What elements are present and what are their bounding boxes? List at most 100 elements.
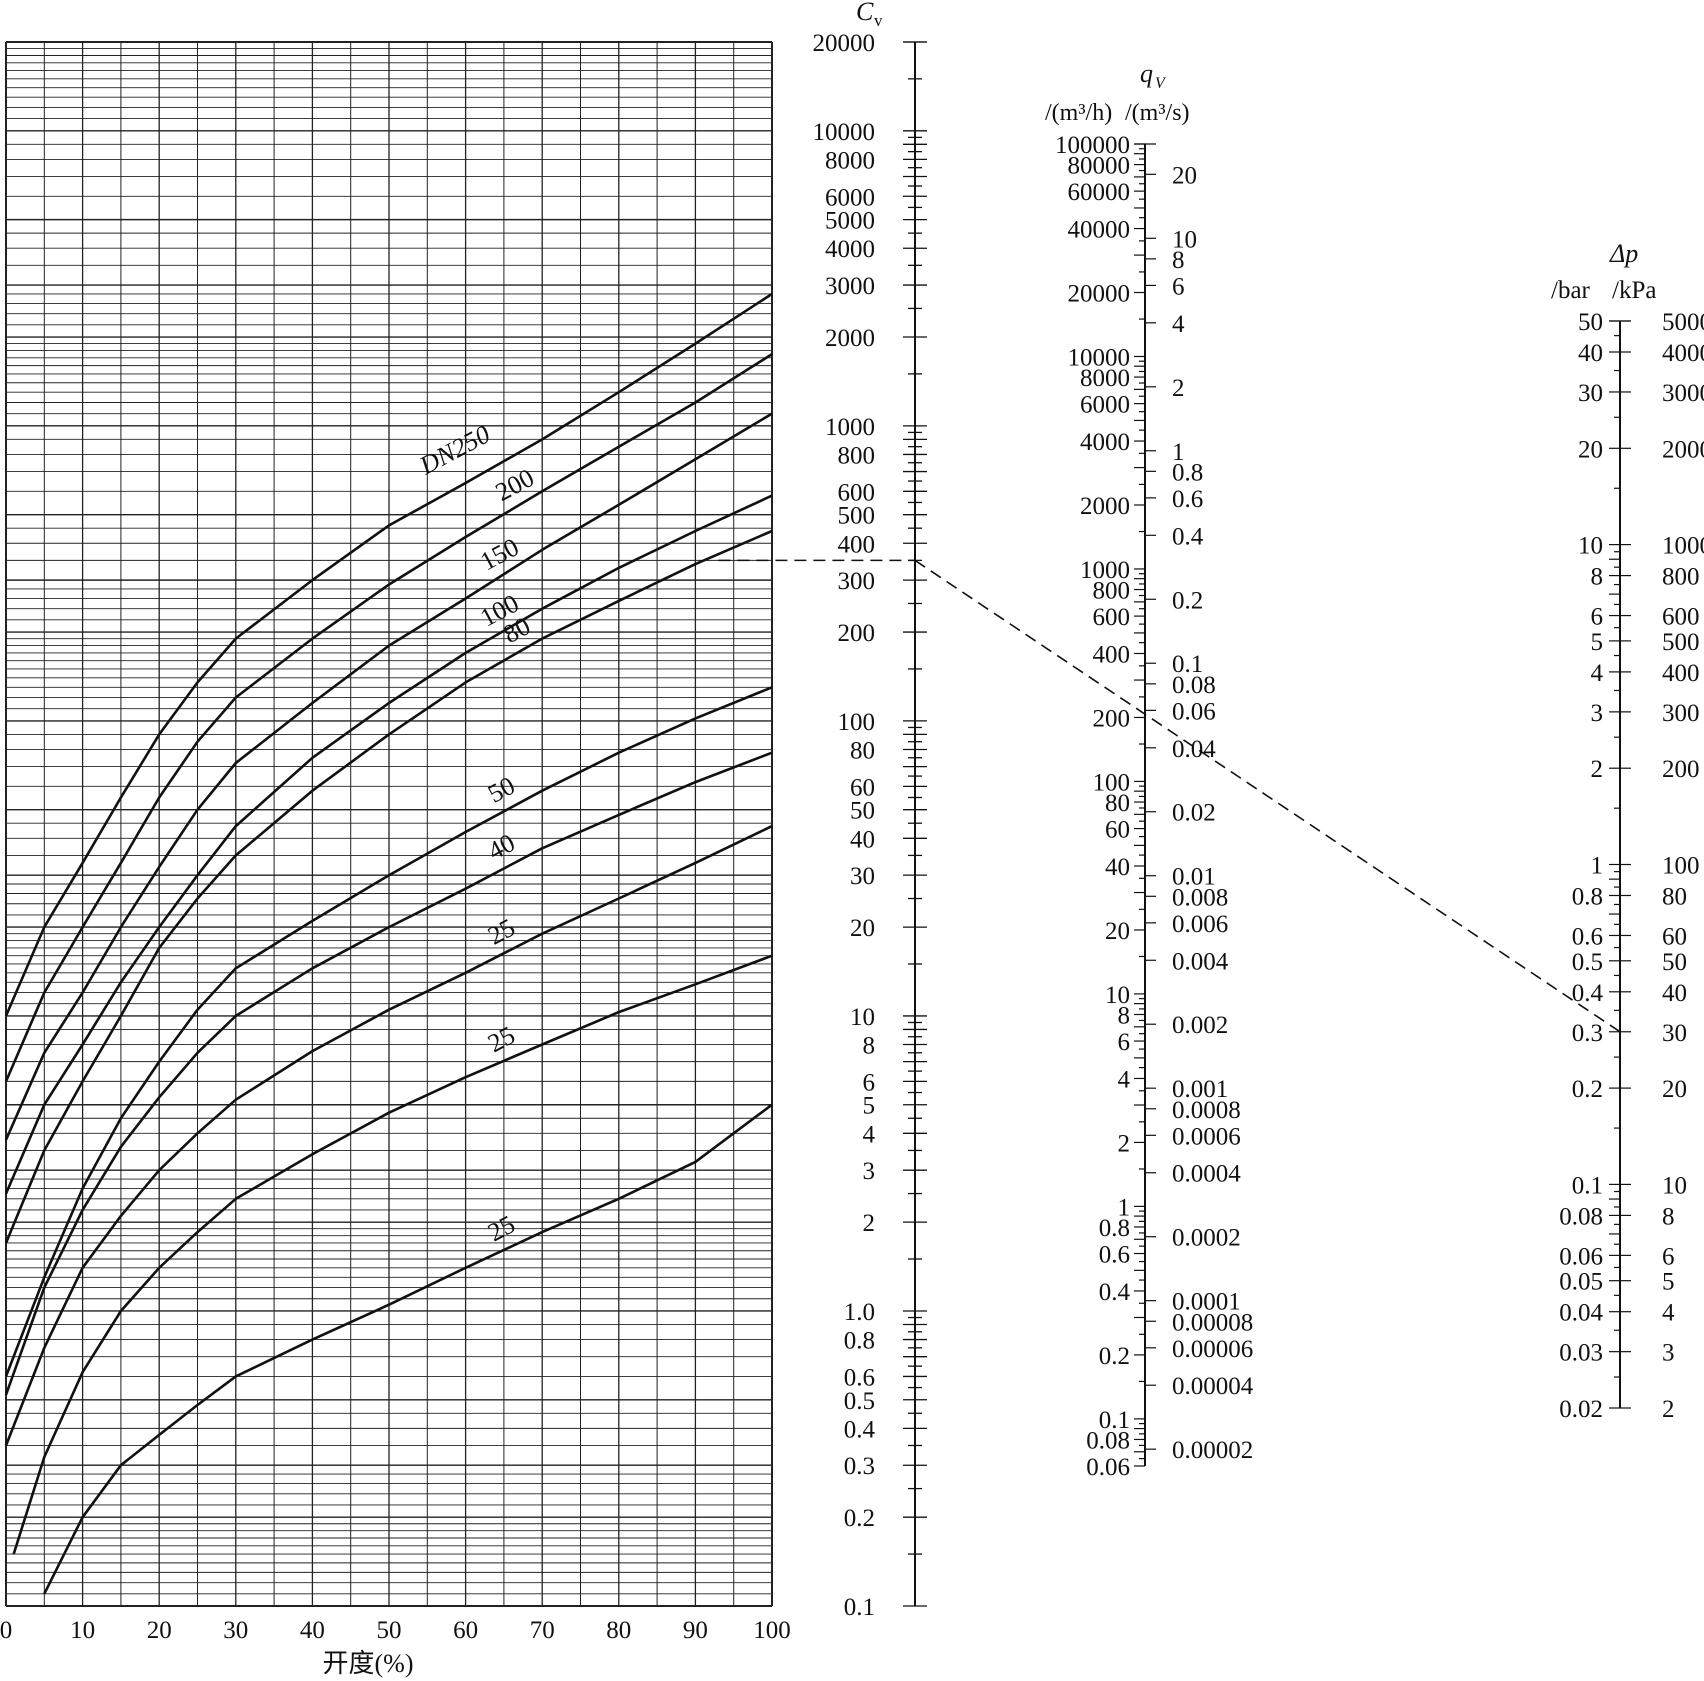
cv-tick-label: 60 [850, 774, 875, 801]
qv-left-tick-label: 2000 [1080, 493, 1130, 520]
dp-left-tick-label: 20 [1578, 436, 1603, 463]
dp-right-tick-label: 400 [1662, 660, 1700, 687]
cv-tick-label: 0.3 [844, 1453, 875, 1480]
qv-left-tick-label: 40 [1105, 854, 1130, 881]
dp-right-tick-label: 5000 [1662, 309, 1704, 336]
dp-left-tick-label: 0.06 [1559, 1243, 1603, 1270]
dp-left-tick-label: 0.02 [1559, 1396, 1603, 1423]
cv-tick-label: 10000 [813, 119, 876, 146]
dp-right-tick-label: 2000 [1662, 436, 1704, 463]
qv-right-tick-label: 0.08 [1172, 672, 1216, 699]
qv-left-tick-label: 0.06 [1086, 1454, 1130, 1481]
qv-right-tick-label: 1 [1172, 439, 1185, 466]
dp-right-tick-label: 4 [1662, 1300, 1675, 1327]
x-tick-label: 20 [147, 1617, 172, 1644]
cv-tick-label: 5 [863, 1093, 876, 1120]
qv-left-tick-label: 0.1 [1099, 1407, 1130, 1434]
cv-tick-label: 20000 [813, 30, 876, 57]
cv-tick-label: 6 [863, 1069, 876, 1096]
qv-right-tick-label: 0.02 [1172, 800, 1216, 827]
dp-right-tick-label: 4000 [1662, 340, 1704, 367]
cv-curve [4, 353, 773, 1082]
qv-right-tick-label: 0.008 [1172, 884, 1228, 911]
curve-label: 25 [483, 1020, 520, 1058]
dp-right-tick-label: 30 [1662, 1020, 1687, 1047]
qv-right-tick-label: 0.1 [1172, 651, 1203, 678]
dp-left-tick-label: 8 [1591, 564, 1604, 591]
qv-left-tick-label: 100 [1093, 769, 1131, 796]
curve-label: 50 [483, 771, 520, 809]
x-tick-label: 90 [683, 1617, 708, 1644]
dp-right-tick-label: 600 [1662, 604, 1700, 631]
cv-tick-label: 100 [838, 709, 876, 736]
dp-right-tick-label: 500 [1662, 629, 1700, 656]
dp-left-tick-label: 0.04 [1559, 1300, 1603, 1327]
dp-right-tick-label: 60 [1662, 923, 1687, 950]
cv-tick-label: 200 [838, 620, 876, 647]
qv-left-tick-label: 800 [1093, 578, 1131, 605]
x-tick-label: 60 [453, 1617, 478, 1644]
dp-left-tick-label: 0.2 [1572, 1076, 1603, 1103]
cv-curve [4, 686, 773, 1377]
qv-right-tick-label: 0.004 [1172, 948, 1229, 975]
cv-tick-label: 6000 [825, 184, 875, 211]
qv-left-tick-label: 2 [1118, 1130, 1131, 1157]
qv-left-tick-label: 0.8 [1099, 1215, 1130, 1242]
dp-left-tick-label: 0.1 [1572, 1172, 1603, 1199]
dp-left-tick-label: 0.6 [1572, 923, 1603, 950]
qv-left-tick-label: 20 [1105, 918, 1130, 945]
qv-left-tick-label: 1 [1118, 1194, 1131, 1221]
cv-tick-label: 500 [838, 503, 876, 530]
qv-left-tick-label: 6000 [1080, 392, 1130, 419]
dp-right-tick-label: 2 [1662, 1396, 1675, 1423]
cv-axis-title-subscript: v [874, 11, 883, 30]
qv-left-tick-label: 60 [1105, 817, 1130, 844]
cv-tick-label: 0.8 [844, 1328, 875, 1355]
cv-tick-label: 0.2 [844, 1505, 875, 1532]
cv-tick-label: 3000 [825, 273, 875, 300]
qv-right-tick-label: 0.00002 [1172, 1437, 1253, 1464]
dp-left-tick-label: 4 [1591, 660, 1604, 687]
cv-tick-label: 3 [863, 1158, 876, 1185]
cv-curve [4, 292, 773, 1017]
cv-curve [4, 751, 773, 1396]
x-tick-label: 70 [530, 1617, 555, 1644]
qv-right-tick-label: 0.00008 [1172, 1309, 1253, 1336]
dp-left-tick-label: 2 [1591, 756, 1604, 783]
qv-right-tick-label: 0.04 [1172, 736, 1216, 763]
dp-right-tick-label: 800 [1662, 564, 1700, 591]
cv-tick-label: 0.6 [844, 1364, 875, 1391]
dp-left-tick-label: 5 [1591, 629, 1604, 656]
cv-curve [4, 824, 773, 1446]
qv-left-tick-label: 8000 [1080, 365, 1130, 392]
qv-left-tick-label: 4000 [1080, 429, 1130, 456]
qv-right-tick-label: 20 [1172, 162, 1197, 189]
x-tick-label: 80 [606, 1617, 631, 1644]
x-tick-label: 100 [753, 1617, 791, 1644]
qv-right-tick-label: 10 [1172, 226, 1197, 253]
qv-left-tick-label: 60000 [1068, 179, 1131, 206]
dp-left-tick-label: 0.5 [1572, 949, 1603, 976]
qv-left-tick-label: 0.08 [1086, 1427, 1130, 1454]
cv-tick-label: 0.4 [844, 1416, 876, 1443]
curve-label: 150 [475, 532, 523, 576]
qv-left-tick-label: 1000 [1080, 557, 1130, 584]
cv-curve [43, 1103, 773, 1595]
dp-right-tick-label: 8 [1662, 1203, 1675, 1230]
cv-tick-label: 10 [850, 1004, 875, 1031]
chart-grid [5, 41, 773, 1607]
dp-right-tick-label: 10 [1662, 1172, 1687, 1199]
qv-left-tick-label: 200 [1093, 705, 1131, 732]
dp-right-tick-label: 5 [1662, 1269, 1675, 1296]
qv-left-tick-label: 4 [1118, 1066, 1131, 1093]
dp-left-tick-label: 0.4 [1572, 980, 1604, 1007]
dp-left-tick-label: 0.8 [1572, 884, 1603, 911]
dp-right-tick-label: 1000 [1662, 533, 1704, 560]
qv-right-tick-label: 0.0006 [1172, 1123, 1241, 1150]
cv-tick-label: 1.0 [844, 1299, 875, 1326]
qv-left-unit: /(m³/h) [1045, 100, 1112, 126]
cv-tick-label: 50 [850, 798, 875, 825]
example-reading [718, 559, 1621, 1033]
curve-label: 25 [483, 913, 520, 951]
qv-left-tick-label: 400 [1093, 642, 1131, 669]
